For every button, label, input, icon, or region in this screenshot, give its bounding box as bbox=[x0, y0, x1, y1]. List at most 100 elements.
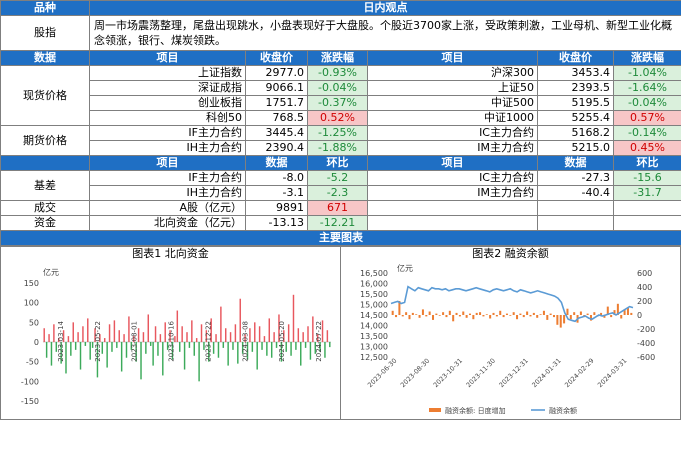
chart2-bar bbox=[613, 310, 616, 315]
spot-header-close1: 收盘价 bbox=[245, 50, 308, 66]
chart2-y-right-tick: -400 bbox=[637, 339, 655, 348]
fund-label: 资金 bbox=[0, 215, 90, 231]
chart2-bar bbox=[539, 314, 542, 315]
chart2-bar bbox=[610, 315, 613, 318]
spot-close-left: 768.5 bbox=[245, 110, 308, 126]
spot-change-right: 0.57% bbox=[613, 110, 681, 126]
chart1-bar bbox=[208, 342, 210, 362]
chart2-bar bbox=[418, 315, 421, 318]
chart1-bar bbox=[99, 334, 101, 342]
chart2-y-right-tick: 200 bbox=[637, 297, 652, 306]
chart2-legend-bar-label: 融资余额: 日度增加 bbox=[445, 406, 506, 415]
chart1-bar bbox=[82, 326, 84, 342]
spot-change-left: -0.04% bbox=[307, 80, 368, 96]
spot-header-close2: 收盘价 bbox=[537, 50, 614, 66]
chart1-bar bbox=[94, 328, 96, 342]
chart1-bar bbox=[285, 342, 287, 352]
chart2-bar bbox=[435, 313, 438, 315]
chart1-bar bbox=[278, 314, 280, 342]
chart1-bar bbox=[312, 316, 314, 342]
chart1-bar bbox=[133, 336, 135, 342]
basis-row: 基差 IF主力合约 -8.0 -5.2 IC主力合约 -27.3 -15.6 bbox=[0, 170, 681, 201]
chart1-bar bbox=[234, 324, 237, 342]
chart2-bar bbox=[411, 312, 414, 315]
chart2-bar bbox=[522, 315, 525, 318]
chart1-bar bbox=[72, 322, 74, 342]
summary-text: 周一市场震荡整理，尾盘出现跳水，小盘表现好于大盘股。个股近3700家上涨，受政策… bbox=[89, 15, 681, 51]
chart1-bar bbox=[125, 342, 128, 358]
spot-item-right: 中证1000 bbox=[367, 110, 538, 126]
chart2-bar bbox=[485, 314, 488, 315]
basis-value-left: -8.0 bbox=[245, 170, 308, 186]
header-variety: 品种 bbox=[0, 0, 90, 16]
chart1-x-tick: 2023-08-01 bbox=[131, 321, 139, 362]
chart2-y-unit: 亿元 bbox=[397, 263, 413, 273]
chart1-bar bbox=[222, 342, 225, 348]
chart1-bar bbox=[297, 328, 300, 342]
futures-change-left: -1.88% bbox=[307, 140, 368, 156]
futures-row: 期货价格 IF主力合约 3445.4 -1.25% IC主力合约 5168.2 -0.14% bbox=[0, 125, 681, 156]
spot-change-right: -0.04% bbox=[613, 95, 681, 111]
chart2-bar bbox=[589, 315, 592, 321]
chart2-bar bbox=[495, 315, 498, 317]
chart1-bar bbox=[210, 318, 212, 342]
chart2-y-left-tick: 14,500 bbox=[360, 311, 388, 320]
basis-item-left: IH主力合约 bbox=[89, 185, 246, 201]
futures-label: 期货价格 bbox=[0, 125, 90, 156]
chart1-x-tick: 2023-12-22 bbox=[204, 321, 212, 362]
chart1-bar bbox=[329, 342, 331, 348]
basis-value-left: -3.1 bbox=[245, 185, 308, 201]
chart1-bar bbox=[108, 324, 111, 342]
chart1-bar bbox=[96, 342, 99, 378]
spot-item-right: 沪深300 bbox=[367, 65, 538, 81]
chart1-bar bbox=[290, 342, 292, 356]
market-table: 品种 日内观点 股指 周一市场震荡整理，尾盘出现跳水，小盘表现好于大盘股。个股近… bbox=[0, 0, 681, 246]
chart1-bar bbox=[244, 334, 246, 342]
chart1-bar bbox=[326, 330, 329, 342]
chart2-bar bbox=[509, 315, 512, 316]
chart2-bar bbox=[395, 315, 398, 318]
spot-change-left: -0.37% bbox=[307, 95, 368, 111]
chart1-bar bbox=[254, 322, 256, 342]
spot-item-left: 创业板指 bbox=[89, 95, 246, 111]
chart2-bar bbox=[600, 312, 603, 315]
chart1-title: 图表1 北向资金 bbox=[132, 247, 209, 260]
volume-value: 9891 bbox=[245, 200, 308, 216]
volume-empty-2 bbox=[537, 200, 614, 216]
volume-empty-1 bbox=[367, 200, 538, 216]
spot-row: 创业板指 1751.7 -0.37% 中证500 5195.5 -0.04% bbox=[1, 95, 681, 111]
basis-label: 基差 bbox=[0, 170, 90, 201]
futures-item-left: IF主力合约 bbox=[89, 125, 246, 141]
chart1-bar bbox=[62, 330, 65, 342]
chart1-bar bbox=[152, 342, 154, 366]
chart1-bar bbox=[212, 342, 215, 354]
chart2-bar bbox=[630, 312, 633, 315]
chart1-bar bbox=[251, 342, 254, 352]
chart1-y-tick: 50 bbox=[29, 318, 39, 327]
chart1-bar bbox=[314, 342, 316, 354]
chart1-bar bbox=[120, 342, 123, 372]
chart2-bar bbox=[593, 312, 596, 315]
chart2-bar bbox=[465, 315, 468, 318]
chart1-x-tick: 2024-07-22 bbox=[315, 321, 323, 362]
futures-change-right: 0.45% bbox=[613, 140, 681, 156]
chart1-y-tick: 100 bbox=[24, 299, 39, 308]
chart2-bar bbox=[499, 310, 502, 315]
basis-item-left: IF主力合约 bbox=[89, 170, 246, 186]
chart1-bar bbox=[198, 342, 200, 382]
spot-change-left: 0.52% bbox=[307, 110, 368, 126]
chart1-bar bbox=[149, 342, 152, 346]
chart2-bar bbox=[616, 303, 619, 315]
chart2-bar bbox=[519, 313, 522, 315]
chart1-x-tick: 2023-05-22 bbox=[94, 321, 102, 362]
chart1-bar bbox=[60, 342, 62, 364]
chart1-bar bbox=[89, 342, 91, 360]
chart1-bar bbox=[319, 342, 321, 352]
chart1-bar bbox=[246, 342, 249, 360]
chart1-bar bbox=[43, 328, 45, 342]
chart1-bar bbox=[45, 342, 48, 358]
futures-close-right: 5215.0 bbox=[537, 140, 614, 156]
chart1-bar bbox=[270, 342, 273, 358]
chart1-bar bbox=[309, 342, 312, 360]
chart1-bar bbox=[77, 332, 79, 342]
